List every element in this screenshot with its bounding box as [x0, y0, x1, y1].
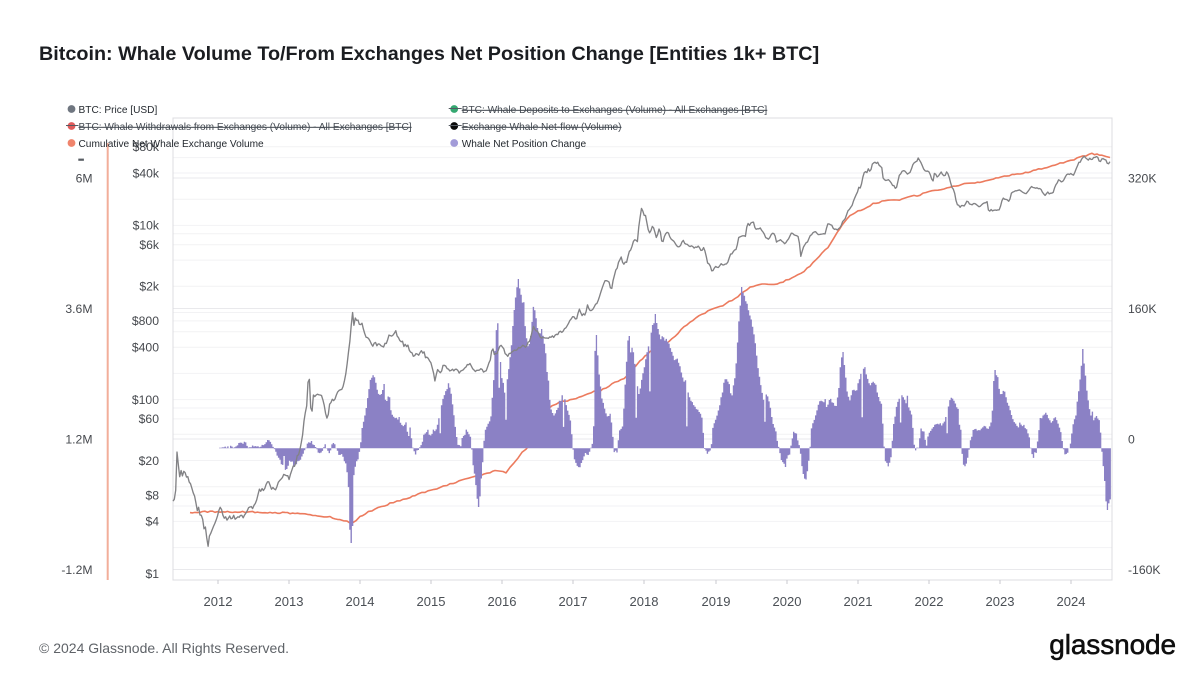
svg-text:2024: 2024 — [1057, 594, 1086, 609]
svg-text:Bitcoin: Whale Volume To/From: Bitcoin: Whale Volume To/From Exchanges … — [39, 43, 819, 65]
svg-text:© 2024 Glassnode. All Rights R: © 2024 Glassnode. All Rights Reserved. — [39, 640, 289, 656]
svg-text:160K: 160K — [1128, 302, 1156, 316]
svg-text:$800: $800 — [132, 314, 159, 328]
svg-text:glassnode: glassnode — [1049, 629, 1176, 660]
svg-text:2012: 2012 — [204, 594, 233, 609]
svg-text:$8: $8 — [145, 488, 159, 502]
svg-text:$100: $100 — [132, 393, 159, 407]
svg-text:$1: $1 — [145, 567, 159, 581]
svg-text:-1.2M: -1.2M — [61, 563, 92, 577]
svg-text:2015: 2015 — [417, 594, 446, 609]
svg-text:$20: $20 — [139, 454, 160, 468]
svg-text:$80k: $80k — [133, 140, 160, 154]
svg-text:Cumulative Net Whale Exchange: Cumulative Net Whale Exchange Volume — [79, 139, 265, 150]
svg-text:2016: 2016 — [488, 594, 517, 609]
svg-text:$4: $4 — [145, 515, 159, 529]
svg-text:320K: 320K — [1128, 171, 1156, 185]
svg-text:$40k: $40k — [133, 166, 160, 180]
svg-text:$6k: $6k — [139, 238, 160, 252]
svg-text:$400: $400 — [132, 341, 159, 355]
svg-text:6M: 6M — [76, 171, 93, 185]
svg-text:2018: 2018 — [630, 594, 659, 609]
svg-text:0: 0 — [1128, 432, 1135, 446]
svg-text:2020: 2020 — [773, 594, 802, 609]
svg-text:-160K: -160K — [1128, 563, 1161, 577]
svg-text:$60: $60 — [139, 412, 160, 426]
svg-text:2014: 2014 — [346, 594, 375, 609]
svg-text:2022: 2022 — [915, 594, 944, 609]
svg-text:2021: 2021 — [844, 594, 873, 609]
svg-text:BTC: Whale Deposits to Exchang: BTC: Whale Deposits to Exchanges (Volume… — [462, 105, 768, 116]
svg-text:1.2M: 1.2M — [65, 432, 92, 446]
svg-text:BTC: Whale Withdrawals from Ex: BTC: Whale Withdrawals from Exchanges (V… — [79, 122, 412, 133]
svg-text:2023: 2023 — [986, 594, 1015, 609]
svg-text:BTC: Price [USD]: BTC: Price [USD] — [79, 105, 158, 116]
svg-text:2017: 2017 — [559, 594, 588, 609]
svg-text:3.6M: 3.6M — [65, 302, 92, 316]
svg-text:$2k: $2k — [139, 280, 160, 294]
svg-text:2013: 2013 — [275, 594, 304, 609]
svg-text:$10k: $10k — [133, 219, 160, 233]
svg-text:Exchange Whale Net-flow (Volum: Exchange Whale Net-flow (Volume) — [462, 122, 622, 133]
svg-text:2019: 2019 — [702, 594, 731, 609]
svg-text:Whale Net Position Change: Whale Net Position Change — [462, 139, 587, 150]
